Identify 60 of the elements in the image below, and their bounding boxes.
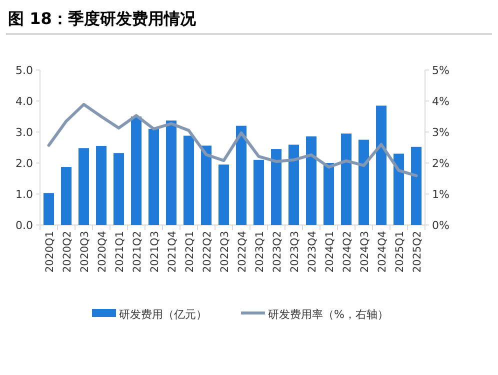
x-tick-label: 2021Q1	[114, 231, 126, 273]
y-tick-label: 5.0	[16, 64, 33, 77]
x-tick-label: 2023Q1	[254, 231, 266, 273]
bar	[61, 167, 72, 225]
x-tick-label: 2023Q2	[271, 231, 284, 273]
x-tick-label: 2025Q1	[394, 231, 406, 273]
bar	[376, 106, 386, 225]
y-tick-label: 0.0	[16, 219, 33, 232]
y2-tick-label: 1%	[432, 188, 450, 201]
y-tick-label: 4.0	[16, 95, 33, 108]
bar	[148, 128, 159, 225]
y2-tick-label: 2%	[432, 157, 450, 170]
x-tick-label: 2024Q2	[341, 231, 354, 273]
x-tick-label: 2021Q4	[166, 230, 178, 273]
x-tick-label: 2022Q4	[236, 230, 248, 273]
bar	[411, 146, 422, 225]
bar	[306, 136, 316, 225]
y2-tick-label: 5%	[432, 64, 450, 77]
bar	[324, 163, 334, 225]
legend-label: 研发费用率（%，右轴）	[268, 308, 388, 321]
y2-tick-label: 4%	[432, 95, 450, 108]
y-tick-label: 3.0	[16, 126, 33, 139]
bar	[271, 149, 282, 225]
line-series	[47, 102, 418, 178]
bar	[114, 153, 124, 225]
x-tick-label: 2020Q3	[78, 231, 91, 273]
bar	[78, 148, 89, 225]
bar	[201, 146, 212, 225]
y2-tick-label: 3%	[432, 126, 450, 139]
x-tick-label: 2024Q4	[376, 230, 388, 273]
bar	[288, 144, 299, 225]
x-tick-label: 2021Q2	[131, 231, 144, 273]
y2-tick-label: 0%	[432, 219, 450, 232]
bar	[96, 146, 106, 225]
y-tick-label: 1.0	[16, 188, 33, 201]
bar	[341, 134, 352, 225]
chart-title: 图 18：季度研发费用情况	[8, 9, 197, 28]
bar	[254, 160, 264, 225]
bar	[236, 126, 246, 225]
x-tick-label: 2025Q2	[411, 231, 424, 273]
x-tick-label: 2021Q3	[148, 231, 161, 273]
bar	[358, 140, 369, 225]
y-tick-label: 2.0	[16, 157, 33, 170]
legend-label: 研发费用（亿元）	[119, 308, 207, 321]
x-tick-label: 2020Q4	[96, 230, 108, 273]
x-tick-label: 2022Q1	[184, 231, 196, 273]
x-tick-label: 2022Q2	[201, 231, 214, 273]
bar	[184, 136, 194, 225]
x-tick-label: 2023Q4	[306, 230, 318, 273]
x-tick-label: 2022Q3	[218, 231, 231, 273]
bar	[218, 164, 229, 225]
x-tick-label: 2024Q3	[358, 231, 371, 273]
bar	[166, 120, 176, 225]
bar	[131, 116, 142, 225]
bar	[394, 154, 404, 225]
x-tick-label: 2020Q1	[44, 231, 56, 273]
x-tick-label: 2020Q2	[61, 231, 74, 273]
x-tick-label: 2023Q3	[288, 231, 301, 273]
bar	[44, 193, 54, 225]
x-tick-label: 2024Q1	[324, 231, 336, 273]
